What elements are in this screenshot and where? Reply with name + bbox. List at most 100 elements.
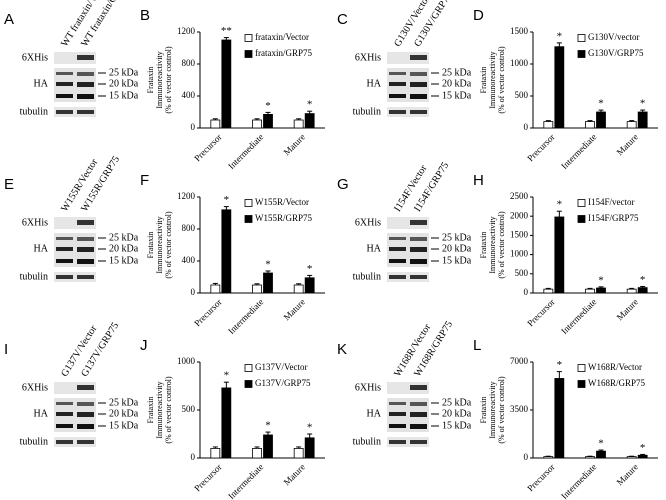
panel-letter: F [140,172,149,189]
band [410,55,427,60]
significance: * [640,274,646,286]
row-label: 6XHis [355,382,381,393]
y-tick-label: 400 [182,90,196,100]
y-axis-label: (% of vector control) [164,211,173,279]
legend-label: G137V/GRP75 [255,378,311,388]
legend-swatch [577,34,586,42]
marker-label: 20 kDa [442,408,472,419]
y-tick-label: 0 [524,452,529,462]
legend-label: G137V/Vector [255,362,308,372]
bar [554,378,565,459]
band [389,82,406,86]
band [389,94,406,98]
marker-label: 25 kDa [109,67,139,78]
legend-swatch [244,50,253,58]
bar [210,284,221,294]
marker-label: 25 kDa [109,232,139,243]
band [56,259,73,263]
bar [252,447,262,459]
band [410,402,427,406]
y-tick-label: 0 [191,287,196,297]
band [56,275,73,279]
bar [221,387,232,459]
band [389,412,406,416]
y-tick-label: 3500 [510,404,529,414]
band [410,237,427,241]
row-label: HA [367,408,382,419]
blot-strip [54,107,96,117]
y-axis-label: Frataxin [479,232,488,259]
marker-label: 15 kDa [109,90,139,101]
x-tick-label: Intermediate [559,297,598,336]
significance: * [640,442,646,454]
y-tick-label: 0 [524,122,529,132]
legend-swatch [577,380,586,388]
legend-swatch [577,215,586,223]
legend-swatch [244,364,253,372]
y-axis-label: Immunoreactivity [488,51,497,108]
panel-letter: H [473,172,484,189]
significance: * [307,99,313,111]
bar [585,121,595,129]
marker-label: 25 kDa [109,397,139,408]
band [56,237,73,240]
band [410,385,427,390]
legend-label: G130V/GRP75 [588,48,644,58]
row-label: HA [367,78,382,89]
significance: * [557,359,563,371]
row-label: tubulin [353,271,381,282]
band [389,402,406,405]
band [410,275,427,279]
legend-swatch [577,364,586,372]
legend-label: W155R/Vector [255,197,309,207]
row-label: tubulin [20,436,48,447]
y-tick-label: 800 [182,223,196,233]
y-tick-label: 2500 [510,191,529,201]
blot-strip [54,272,96,282]
marker-label: 20 kDa [442,78,472,89]
significance: ** [221,25,232,37]
panel-letter: E [4,176,14,193]
bar [210,447,221,459]
bar [554,216,565,294]
significance: * [265,420,271,432]
significance: * [265,100,271,112]
y-axis-label: (% of vector control) [497,211,506,279]
significance: * [224,194,230,206]
y-tick-label: 500 [515,268,529,278]
y-axis-label: Frataxin [146,397,155,424]
legend-swatch [577,50,586,58]
legend-label: W168R/Vector [588,362,642,372]
band [56,110,73,114]
bar [304,437,315,459]
bar [637,454,648,459]
row-label: tubulin [20,271,48,282]
legend-label: frataxin/Vector [255,32,309,42]
band [410,220,427,225]
band [77,402,94,406]
band [410,94,427,99]
band [77,82,94,87]
significance: * [557,30,563,42]
band [56,247,73,251]
legend-label: frataxin/GRP75 [255,48,312,58]
band [56,402,73,405]
bar [263,272,273,294]
bar [585,288,595,294]
x-tick-label: Precursor [525,132,556,163]
band [389,247,406,251]
marker-label: 20 kDa [109,243,139,254]
legend-swatch [577,199,586,207]
y-axis-label: Immunoreactivity [488,216,497,273]
band [77,94,94,99]
y-tick-label: 0 [191,122,196,132]
significance: * [598,438,604,450]
x-tick-label: Mature [282,297,307,322]
bar [293,119,304,129]
y-tick-label: 1200 [177,191,196,201]
row-label: HA [367,243,382,254]
blot-strip [387,272,429,282]
significance: * [265,259,271,271]
band [389,424,406,428]
y-tick-label: 500 [515,90,529,100]
